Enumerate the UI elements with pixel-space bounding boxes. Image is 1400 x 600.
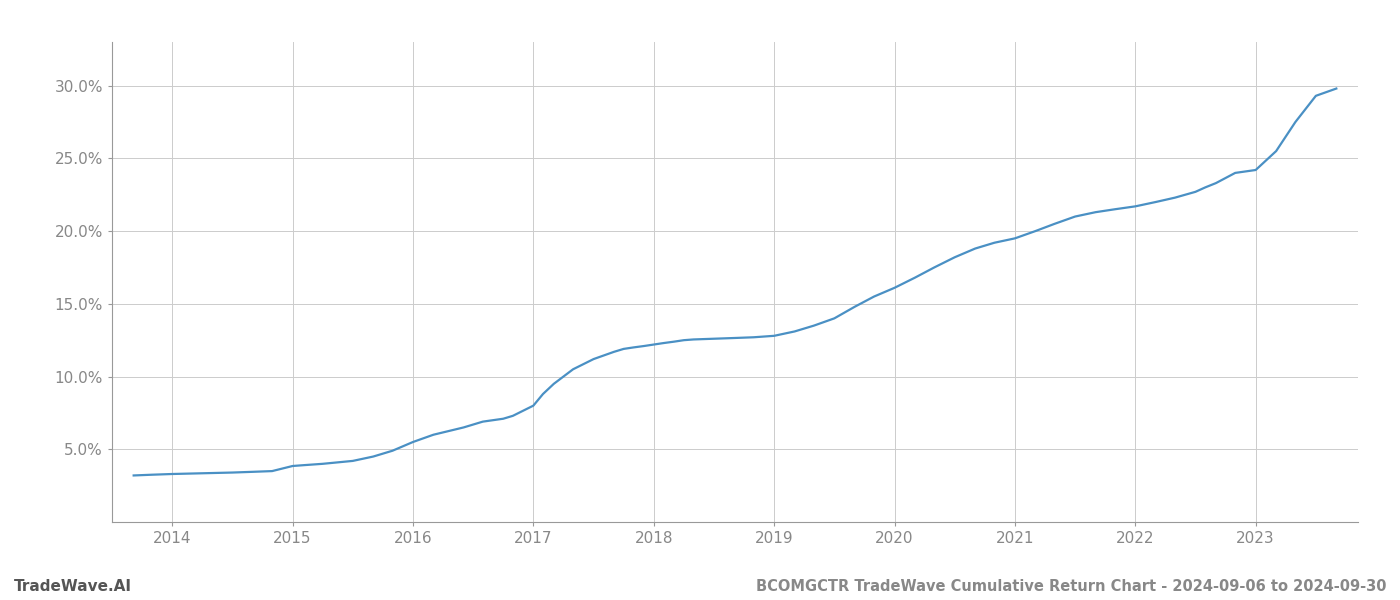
Text: TradeWave.AI: TradeWave.AI (14, 579, 132, 594)
Text: BCOMGCTR TradeWave Cumulative Return Chart - 2024-09-06 to 2024-09-30: BCOMGCTR TradeWave Cumulative Return Cha… (756, 579, 1386, 594)
